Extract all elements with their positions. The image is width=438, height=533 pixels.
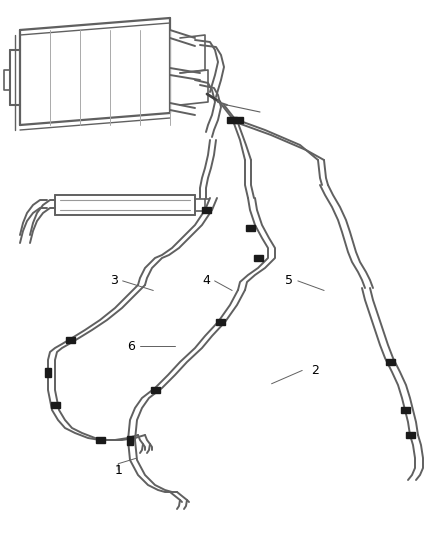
Bar — [151, 387, 159, 393]
Bar — [45, 367, 51, 376]
Bar — [246, 225, 254, 231]
Bar — [406, 432, 414, 438]
Text: 4: 4 — [202, 274, 210, 287]
Bar — [201, 207, 211, 213]
Text: 6: 6 — [127, 340, 135, 353]
Bar — [215, 319, 225, 325]
Text: 1: 1 — [114, 464, 122, 477]
Bar — [66, 337, 74, 343]
Text: 5: 5 — [285, 274, 293, 287]
Bar — [127, 435, 133, 445]
Text: 2: 2 — [311, 364, 319, 377]
Bar — [400, 407, 410, 413]
Bar — [227, 117, 237, 123]
Bar — [254, 255, 262, 261]
Bar — [95, 437, 105, 443]
Bar — [385, 359, 395, 365]
Bar — [233, 117, 243, 123]
Text: 3: 3 — [110, 274, 118, 287]
Bar — [50, 402, 60, 408]
